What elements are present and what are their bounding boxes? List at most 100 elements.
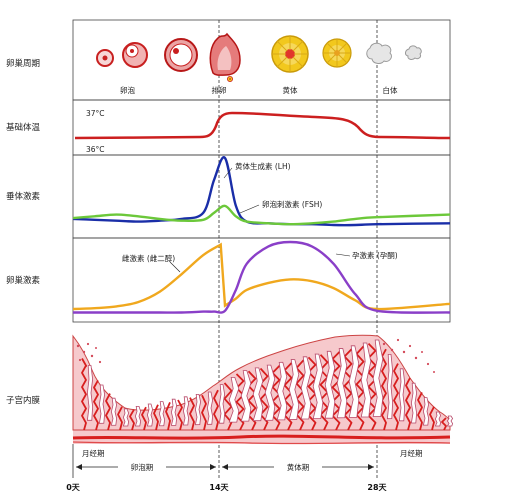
phase-menses-end: 月经期 [400,448,423,458]
uterine-gland [240,370,252,422]
follicle-stage-2-icon [122,42,148,68]
endometrium-glands [86,339,454,427]
uterine-gland [86,365,94,421]
corpus-albicans-large-icon [366,42,392,64]
uterine-gland [300,356,312,420]
lh-label-leader [223,167,233,179]
progesterone-label: 孕激素 (孕酮) [352,250,398,260]
lh-label: 黄体生成素 (LH) [235,161,291,171]
estrogen-label-leader [169,261,181,273]
uterine-gland [134,406,142,427]
spiral-artery [81,358,87,431]
corpus-luteum-large-icon [271,35,309,73]
spiral-artery [153,404,159,431]
uterine-gland [336,348,348,419]
uterine-gland [182,396,190,426]
spiral-artery [405,377,411,431]
uterine-gland [288,359,300,420]
spiral-artery [417,391,423,431]
row-label-ovary: 卵巢周期 [6,58,40,69]
spiral-artery [201,394,207,431]
spiral-artery [441,417,447,431]
bbt-row-frame [72,99,451,156]
ovarian-hormone-row-frame [72,237,451,323]
uterine-gland [110,397,118,426]
uterine-gland [446,415,454,427]
uterine-gland [360,342,372,418]
stage-label-ovulation: 排卵 [212,85,227,95]
uterine-gland [170,398,178,426]
row-label-ovarian-hormones: 卵巢激素 [6,275,41,286]
pituitary-chart [72,156,451,227]
spiral-artery [105,393,111,431]
stage-label-corpus-luteum: 黄体 [283,85,298,95]
spiral-artery [429,406,435,431]
uterine-gland [98,384,106,424]
shedding-dots-right [382,338,435,373]
uterine-gland [434,411,442,427]
phase-luteal: 黄体期 [287,462,310,472]
spiral-artery [355,345,365,431]
spiral-artery [129,409,135,431]
uterine-gland [348,345,360,418]
corpus-albicans-small-icon [405,45,422,60]
uterine-gland [422,397,430,426]
uterine-gland [264,364,276,421]
day-label-28: 28天 [367,483,387,492]
spiral-artery [343,348,353,431]
spiral-artery [93,379,99,431]
temp-label-low: 36°C [86,145,105,154]
stage-label-corpus-albicans: 白体 [383,85,398,95]
uterine-gland [312,353,324,420]
day-label-0: 0天 [66,483,81,492]
uterine-gland [276,361,288,421]
phase-menses-start: 月经期 [82,448,105,458]
spiral-artery [271,365,281,431]
uterine-gland [194,394,202,426]
follicle-stage-3-icon [164,38,198,72]
fsh-label-leader [239,204,260,214]
progesterone-label-leader [335,253,351,257]
estrogen-curve [72,242,451,311]
uterine-gland [206,391,214,425]
uterine-gland [158,401,166,427]
bbt-curve [74,111,451,140]
lh-curve [72,156,451,227]
spiral-artery [381,348,387,431]
basal-vessel-2 [72,441,451,445]
row-label-endometrium: 子宫内膜 [6,395,41,406]
luteal-label-bg [274,461,322,473]
spiral-artery [177,399,183,431]
ovary-stages [96,32,422,83]
ovarian-hormone-chart [72,240,451,314]
uterine-gland [410,382,418,424]
uterine-gland [228,377,240,423]
fsh-label: 卵泡刺激素 (FSH) [262,199,322,209]
stage-label-follicle: 卵泡 [120,85,135,95]
fsh-curve [72,204,451,226]
spiral-artery [117,406,123,431]
temp-label-high: 37°C [86,109,105,118]
spiral-artery [283,362,293,431]
spiral-artery [295,359,305,431]
corpus-luteum-small-icon [322,38,352,68]
uterine-gland [252,367,264,422]
day-label-14: 14天 [209,483,229,492]
row-label-bbt: 基础体温 [6,122,41,133]
grid-frames [72,19,451,323]
spiral-artery [393,363,399,431]
spiral-artery [165,402,171,431]
spiral-artery [213,389,219,431]
estrogen-label: 雌激素 (雌二醇) [122,253,175,263]
uterine-gland [218,384,226,424]
phase-follicular: 卵泡期 [131,462,154,472]
follicle-stage-1-icon [96,49,114,67]
uterine-gland [386,354,394,420]
ovulation-rupture-icon [209,32,241,83]
spiral-artery [141,406,147,431]
follicular-label-bg [118,461,166,473]
endometrium-illustration [72,334,454,445]
progesterone-curve [73,240,451,314]
spiral-artery [189,397,195,431]
